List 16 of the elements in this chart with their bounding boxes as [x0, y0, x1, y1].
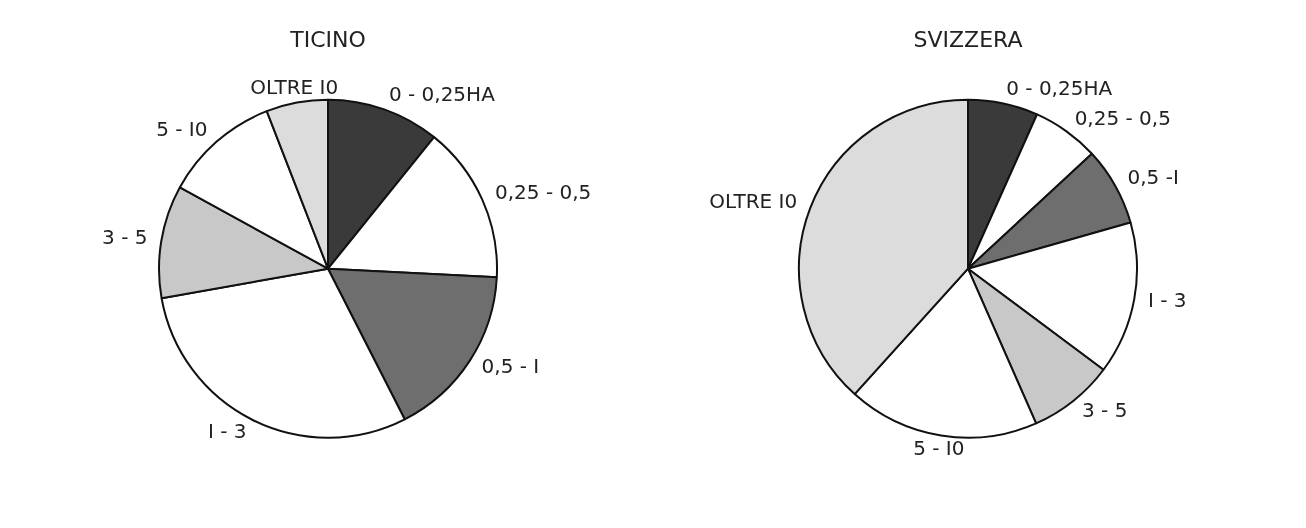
chart-title: TICINO — [289, 26, 366, 52]
slice-label: 0 - 0,25HA — [1006, 75, 1113, 100]
slice-label: OLTRE I0 — [250, 75, 339, 100]
slice-label: 0,25 - 0,5 — [495, 180, 592, 205]
slice-label: 5 - I0 — [913, 435, 965, 460]
chart-title: SVIZZERA — [913, 26, 1023, 52]
slice-label: 0,5 -I — [1127, 165, 1179, 190]
slice-label: I - 3 — [1147, 288, 1187, 313]
slice-label: 0,5 - I — [481, 354, 540, 379]
slice-label: 5 - I0 — [156, 117, 208, 142]
slice-label: 0 - 0,25HA — [388, 82, 496, 107]
slice-label: 3 - 5 — [1081, 398, 1128, 423]
slice-label: I - 3 — [207, 418, 247, 443]
slice-label: 0,25 - 0,5 — [1074, 106, 1171, 131]
slice-label: 3 - 5 — [102, 225, 148, 250]
slice-label: OLTRE I0 — [709, 189, 798, 214]
